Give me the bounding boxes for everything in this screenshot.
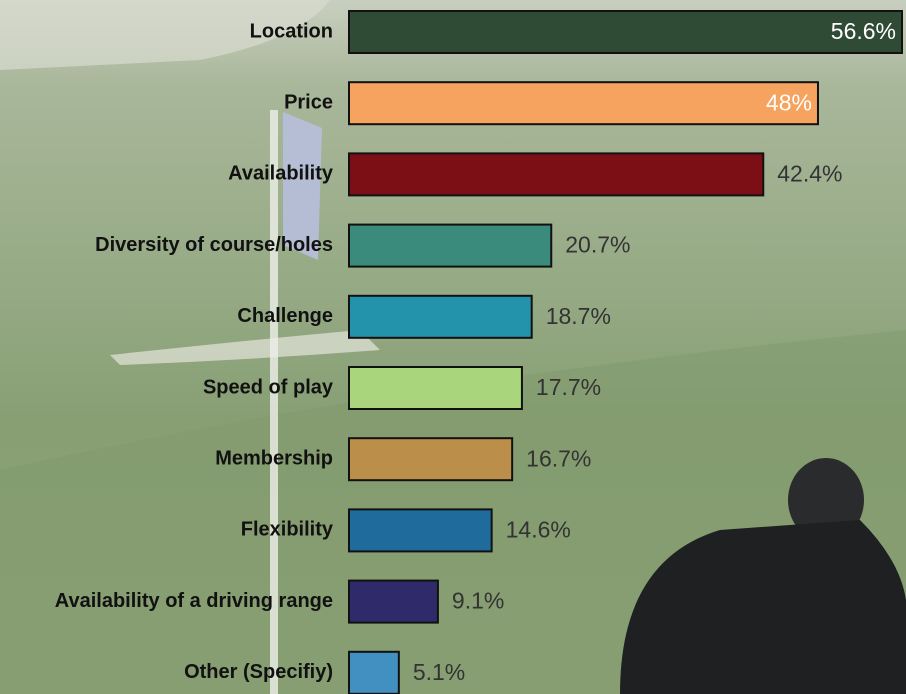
category-label: Speed of play — [203, 376, 334, 398]
value-label: 48% — [766, 89, 812, 115]
bar — [349, 438, 512, 480]
value-label: 14.6% — [506, 516, 571, 542]
value-label: 5.1% — [413, 659, 465, 685]
value-label: 18.7% — [546, 303, 611, 329]
category-label: Availability of a driving range — [55, 590, 333, 612]
category-label: Flexibility — [241, 519, 334, 541]
category-label: Diversity of course/holes — [95, 234, 333, 256]
bar — [349, 11, 902, 53]
category-label: Location — [250, 20, 333, 42]
value-label: 17.7% — [536, 374, 601, 400]
bar — [349, 153, 763, 195]
page: Location 56.6% Price 48% Availability 42.4% Di… — [0, 0, 906, 694]
category-label: Price — [284, 91, 333, 113]
category-label: Other (Specifiy) — [184, 661, 333, 683]
bar — [349, 367, 522, 409]
value-label: 42.4% — [777, 160, 842, 186]
bar — [349, 82, 818, 124]
value-label: 20.7% — [565, 232, 630, 258]
bar — [349, 296, 532, 338]
bar — [349, 652, 399, 694]
value-label: 16.7% — [526, 445, 591, 471]
category-label: Challenge — [237, 305, 333, 327]
category-label: Membership — [215, 447, 333, 469]
value-label: 9.1% — [452, 588, 504, 614]
bar — [349, 581, 438, 623]
bar — [349, 509, 492, 551]
category-label: Availability — [228, 163, 334, 185]
value-label: 56.6% — [831, 18, 896, 44]
chart: Location 56.6% Price 48% Availability 42.4% Di… — [0, 0, 906, 694]
bar — [349, 225, 551, 267]
